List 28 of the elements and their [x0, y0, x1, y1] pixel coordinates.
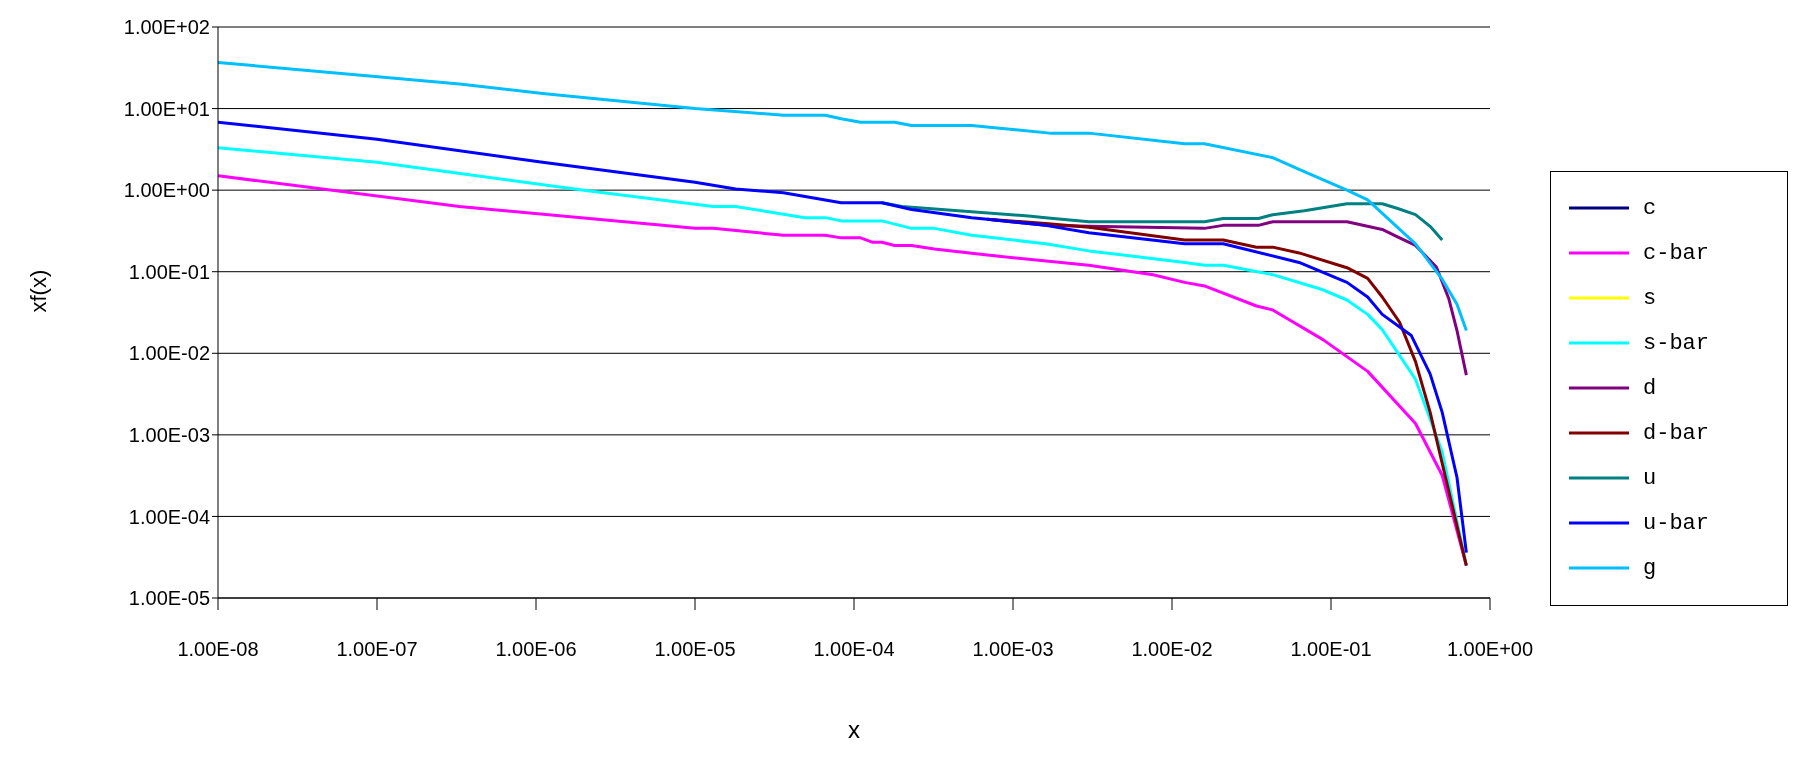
- x-tick-label: 1.00E-03: [972, 638, 1054, 661]
- y-tick-label: 1.00E-03: [128, 423, 210, 446]
- legend-label: d: [1643, 375, 1657, 401]
- x-axis-title: x: [848, 716, 860, 743]
- y-tick-label: 1.00E+01: [123, 97, 210, 120]
- x-tick-label: 1.00E-06: [495, 638, 577, 661]
- legend-label: d-bar: [1643, 420, 1710, 446]
- y-tick-label: 1.00E-04: [128, 505, 210, 528]
- x-tick-label: 1.00E-05: [654, 638, 736, 661]
- x-tick-label: 1.00E-04: [813, 638, 895, 661]
- y-axis-title: xf(x): [25, 269, 51, 313]
- y-tick-label: 1.00E+02: [123, 16, 210, 39]
- legend-label: s-bar: [1643, 330, 1710, 356]
- legend-label: s: [1643, 285, 1657, 311]
- x-tick-label: 1.00E-01: [1290, 638, 1372, 661]
- legend-label: c-bar: [1643, 240, 1710, 266]
- x-tick-label: 1.00E-07: [336, 638, 418, 661]
- legend-label: u: [1643, 465, 1657, 491]
- y-tick-label: 1.00E-05: [128, 587, 210, 610]
- y-tick-label: 1.00E+00: [123, 179, 210, 202]
- y-tick-label: 1.00E-01: [128, 260, 210, 283]
- legend-label: c: [1643, 195, 1657, 221]
- x-tick-label: 1.00E-02: [1131, 638, 1213, 661]
- x-tick-label: 1.00E+00: [1446, 638, 1534, 661]
- legend-label: g: [1643, 555, 1657, 581]
- legend-label: u-bar: [1643, 510, 1710, 536]
- y-tick-label: 1.00E-02: [128, 342, 210, 365]
- x-tick-label: 1.00E-08: [177, 638, 259, 661]
